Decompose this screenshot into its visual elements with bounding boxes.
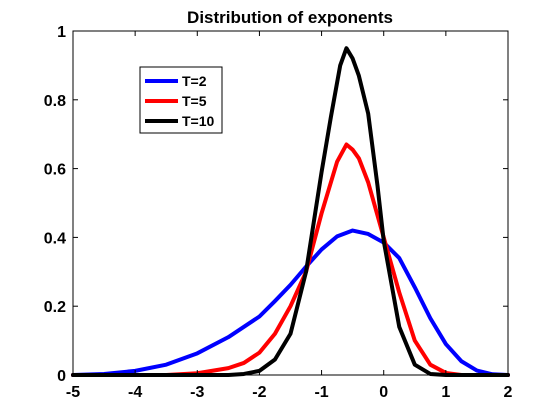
axes-box: [72, 30, 509, 376]
series-line-t-10: [71, 46, 510, 377]
y-tick-label: 0.2: [44, 299, 66, 316]
series-line-t-2: [71, 228, 510, 377]
axes: -5 -4 -3 -2 -1 0 1 2 0 0.2 0.4 0.6 0.8 1: [44, 24, 513, 401]
legend-label: T=10: [182, 113, 215, 129]
y-tick-label: 1: [57, 24, 66, 41]
plot-area: [71, 46, 510, 377]
legend: T=2 T=5 T=10: [139, 66, 223, 134]
x-tick-label: -1: [314, 384, 328, 401]
x-tick-label: 0: [379, 384, 388, 401]
y-tick-label: 0.4: [44, 230, 66, 247]
x-tick-label: -4: [128, 384, 142, 401]
x-tick-label: 1: [441, 384, 450, 401]
legend-label: T=2: [182, 73, 207, 89]
y-tick-label: 0.6: [44, 162, 66, 179]
y-tick-label: 0: [57, 368, 66, 385]
y-tick-label: 0.8: [44, 93, 66, 110]
x-tick-label: -3: [190, 384, 204, 401]
x-tick-label: 2: [504, 384, 513, 401]
chart-title: Distribution of exponents: [187, 8, 393, 27]
legend-label: T=5: [182, 93, 207, 109]
x-tick-label: -5: [66, 384, 80, 401]
series-line-t-5: [71, 142, 510, 377]
x-tick-label: -2: [252, 384, 266, 401]
